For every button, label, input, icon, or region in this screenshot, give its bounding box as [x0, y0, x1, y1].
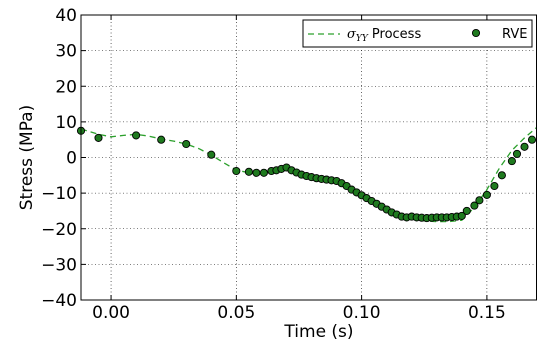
x-tick-label: 0.10: [343, 303, 381, 323]
legend-rve-label: RVE: [502, 27, 527, 42]
rve-point: [527, 135, 537, 144]
rve-point: [520, 142, 529, 151]
y-tick-label: 10: [55, 113, 77, 133]
grid: [81, 15, 537, 300]
legend-rve-marker-sample: [471, 28, 481, 38]
rve-point: [462, 206, 471, 215]
rve-point: [507, 157, 516, 166]
x-tick-label: 0.00: [92, 303, 130, 323]
y-tick-label: 0: [66, 149, 77, 169]
rve-point: [259, 168, 268, 177]
rve-point: [470, 201, 479, 210]
y-tick-label: 30: [55, 42, 77, 62]
y-tick-label: −20: [41, 220, 77, 240]
rve-point: [244, 167, 253, 176]
y-tick-label: 40: [55, 6, 77, 26]
x-tick-label: 0.05: [217, 303, 255, 323]
rve-point: [475, 196, 484, 205]
rve-point: [497, 171, 506, 180]
rve-point: [512, 149, 522, 158]
rve-point: [490, 181, 499, 191]
rve-point: [457, 211, 466, 220]
ticks: 0.00 0.05 0.10 0.15 −40 −30 −20 −10 0 10 20 30 40: [41, 6, 506, 323]
rve-point: [207, 150, 216, 159]
y-tick-label: 20: [55, 77, 77, 97]
y-tick-label: −30: [41, 255, 77, 275]
rve-point: [132, 131, 141, 140]
rve-marker-layer: [76, 126, 537, 223]
rve-point: [94, 133, 103, 142]
rve-point: [482, 190, 491, 199]
rve-point: [182, 139, 191, 149]
x-axis-label: Time (s): [283, 322, 353, 342]
y-tick-label: −40: [41, 291, 77, 311]
y-axis-label: Stress (MPa): [17, 105, 37, 211]
legend-process-label: σYY Process: [347, 27, 421, 44]
legend-box: [302, 19, 533, 48]
rve-point: [232, 166, 241, 176]
y-tick-label: −10: [41, 184, 77, 204]
legend: σYY Process RVE: [302, 19, 533, 48]
rve-point: [252, 168, 261, 177]
x-tick-label: 0.15: [468, 303, 506, 323]
rve-point: [157, 135, 166, 144]
